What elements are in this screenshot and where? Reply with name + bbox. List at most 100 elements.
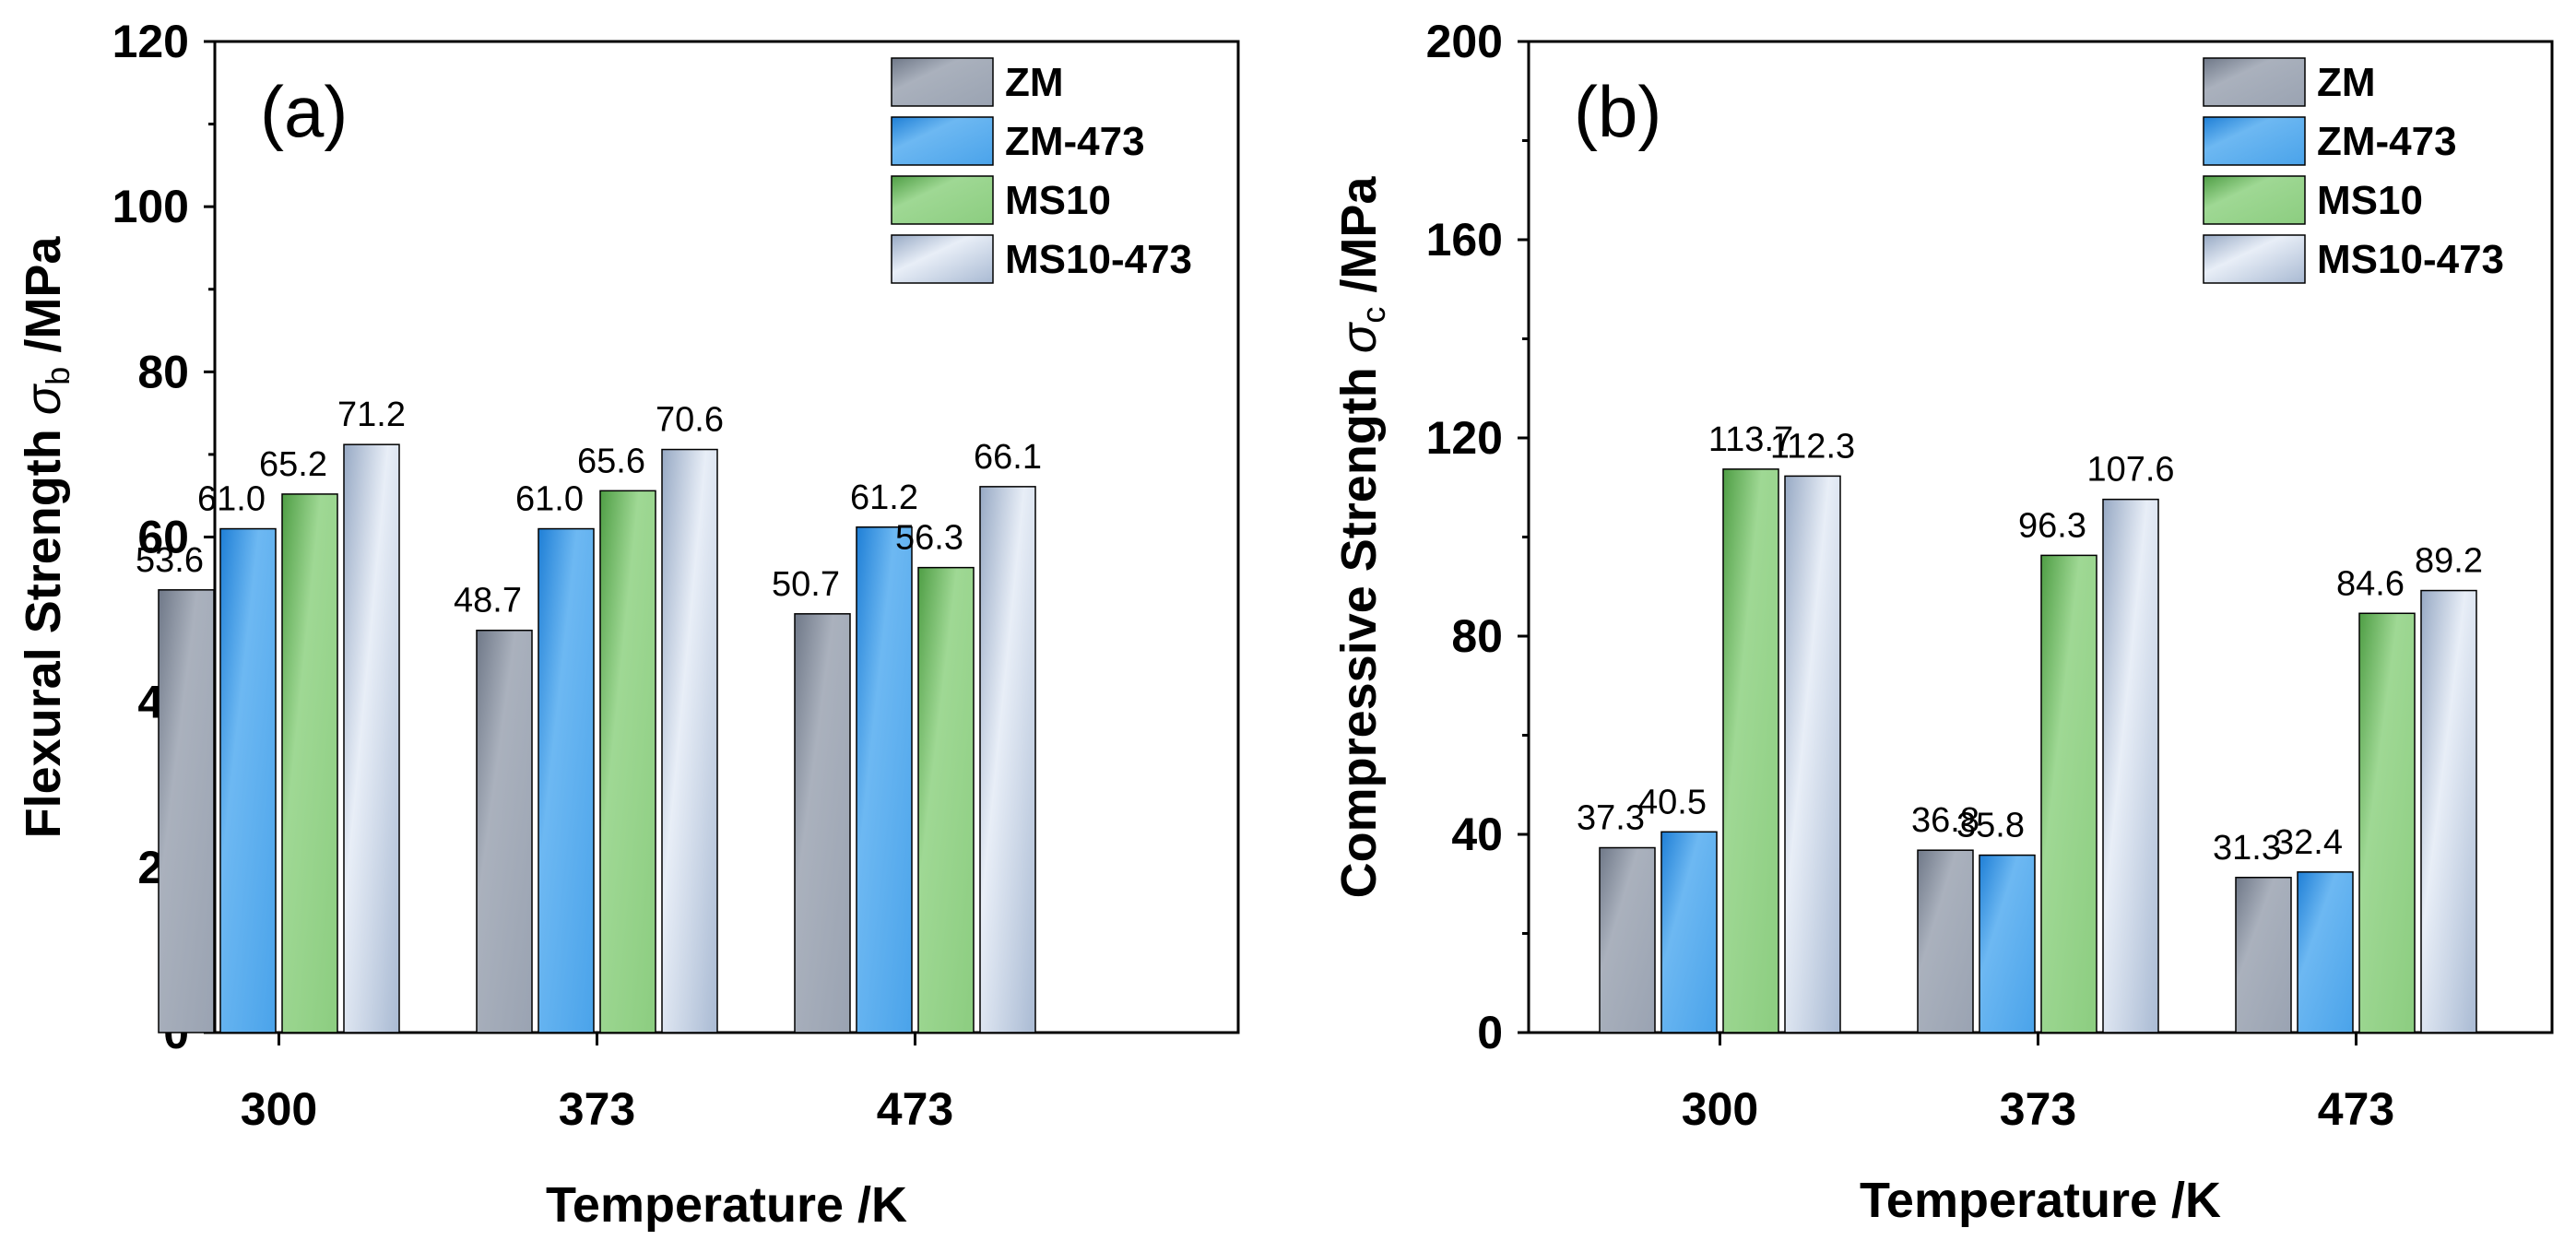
x-tick-label-473: 473	[2318, 1083, 2394, 1135]
x-axis: 300 373 473	[1682, 1033, 2394, 1135]
panel-a: 020406080100120 53.661.065.271.248.761.0…	[16, 16, 1240, 1233]
panel-label: (a)	[260, 71, 348, 152]
y-tick-label: 80	[137, 346, 189, 397]
y-tick-label: 0	[1477, 1007, 1503, 1058]
x-tick-label-300: 300	[1682, 1083, 1758, 1135]
legend-swatch-ms10	[2203, 175, 2306, 225]
bar-ms10-473-373	[661, 448, 718, 1033]
legend-item-zm-473: ZM-473	[891, 116, 1145, 166]
bar-ms10-473-300	[1784, 475, 1841, 1033]
value-label-zm-473-300: 40.5	[1638, 783, 1707, 821]
value-label-zm-473-373: 35.8	[1956, 807, 2025, 845]
legend-swatch-zm	[891, 57, 994, 107]
bar-ms10-473-300	[343, 443, 400, 1033]
value-label-ms10-473-373: 70.6	[656, 401, 724, 440]
x-tick-label-300: 300	[241, 1083, 317, 1135]
bar-ms10-300	[1722, 468, 1779, 1033]
bar-zm-473	[794, 613, 851, 1033]
bar-zm-300	[158, 589, 215, 1033]
legend-swatch-ms10	[891, 175, 994, 225]
legend-swatch-zm-473	[891, 116, 994, 166]
bar-ms10-300	[281, 493, 338, 1033]
bar-zm-373	[476, 629, 533, 1033]
x-tick-label-373: 373	[2000, 1083, 2076, 1135]
x-tick-label-373: 373	[559, 1083, 635, 1135]
bar-zm-473-373	[1979, 854, 2036, 1033]
legend-label-ms10: MS10	[1005, 178, 1111, 223]
y-axis: 0 40 80 120 160 200	[1426, 16, 1529, 1058]
y-tick-label: 160	[1426, 214, 1503, 266]
y-tick-label: 60	[137, 512, 189, 563]
value-label-ms10-473-473: 89.2	[2415, 542, 2483, 581]
value-label-zm-300: 53.6	[136, 541, 204, 580]
value-label-ms10-300: 65.2	[259, 445, 327, 484]
bar-zm-473-373	[538, 527, 595, 1033]
legend-label-ms10-473: MS10-473	[2317, 237, 2504, 282]
value-label-zm-473-473: 61.2	[850, 478, 918, 517]
value-label-ms10-473-300: 71.2	[337, 396, 406, 434]
legend-label-zm: ZM	[1005, 60, 1064, 105]
legend-swatch-ms10-473	[891, 234, 994, 284]
y-tick-label: 120	[112, 16, 189, 67]
legend: ZM ZM-473 MS10 MS10-473	[2203, 57, 2504, 284]
legend-item-zm: ZM	[891, 57, 1064, 107]
bar-ms10-473	[917, 566, 975, 1033]
legend-swatch-zm-473	[2203, 116, 2306, 166]
y-tick-label: 200	[1426, 16, 1503, 67]
bar-ms10-473-473	[2420, 589, 2477, 1033]
value-label-ms10-373: 96.3	[2018, 506, 2086, 545]
legend-label-zm-473: ZM-473	[2317, 119, 2457, 164]
x-tick-label-473: 473	[877, 1083, 953, 1135]
value-label-ms10-473-473: 66.1	[974, 438, 1042, 477]
bar-ms10-373	[2040, 554, 2097, 1033]
y-tick-label: 40	[1451, 809, 1503, 860]
bar-ms10-473	[2358, 612, 2416, 1033]
y-axis-title: Compressive Strength σc /MPa	[1331, 176, 1392, 899]
bar-zm-373	[1917, 849, 1974, 1033]
value-label-zm-473: 50.7	[772, 565, 840, 604]
legend-item-zm: ZM	[2203, 57, 2376, 107]
legend-item-ms10-473: MS10-473	[891, 234, 1192, 284]
x-axis-title: Temperature /K	[546, 1177, 907, 1233]
y-axis-title: Flexural Strength σb /MPa	[16, 236, 77, 839]
value-label-zm-373: 48.7	[454, 582, 522, 620]
bar-ms10-373	[599, 490, 656, 1033]
bar-zm-473-473	[856, 526, 913, 1033]
value-label-zm-300: 37.3	[1577, 799, 1645, 838]
value-label-ms10-473: 56.3	[895, 519, 963, 558]
legend-item-ms10-473: MS10-473	[2203, 234, 2504, 284]
panel-label: (b)	[1574, 71, 1661, 152]
legend-swatch-zm	[2203, 57, 2306, 107]
value-label-zm-373: 36.8	[1911, 801, 1979, 840]
value-label-zm-473: 31.3	[2213, 829, 2281, 868]
legend: ZM ZM-473 MS10 MS10-473	[891, 57, 1192, 284]
x-axis-title: Temperature /K	[1860, 1173, 2221, 1228]
legend-label-zm: ZM	[2317, 60, 2376, 105]
value-label-zm-473-373: 61.0	[515, 480, 584, 519]
legend-item-ms10: MS10	[2203, 175, 2423, 225]
value-label-ms10-473-300: 112.3	[1770, 427, 1855, 466]
x-axis: 300 373 473	[241, 1033, 953, 1135]
bar-ms10-473-473	[979, 486, 1036, 1033]
legend-swatch-ms10-473	[2203, 234, 2306, 284]
bar-zm-473	[2235, 877, 2292, 1033]
value-label-ms10-473-373: 107.6	[2086, 451, 2174, 490]
legend-item-ms10: MS10	[891, 175, 1111, 225]
bar-zm-473-473	[2297, 871, 2354, 1033]
value-label-zm-473-473: 32.4	[2275, 823, 2343, 862]
legend-item-zm-473: ZM-473	[2203, 116, 2457, 166]
bar-ms10-473-373	[2102, 498, 2159, 1033]
value-label-ms10-473: 84.6	[2336, 564, 2405, 603]
value-label-ms10-373: 65.6	[577, 442, 645, 480]
value-label-ms10-300: 113.7	[1708, 420, 1793, 459]
y-tick-label: 100	[112, 181, 189, 232]
bar-zm-300	[1599, 846, 1656, 1033]
legend-label-zm-473: ZM-473	[1005, 119, 1145, 164]
bar-zm-473-300	[219, 527, 277, 1033]
bars: 53.661.065.271.248.761.065.670.650.761.2…	[136, 396, 1042, 1033]
legend-label-ms10-473: MS10-473	[1005, 237, 1192, 282]
y-tick-label: 80	[1451, 610, 1503, 662]
